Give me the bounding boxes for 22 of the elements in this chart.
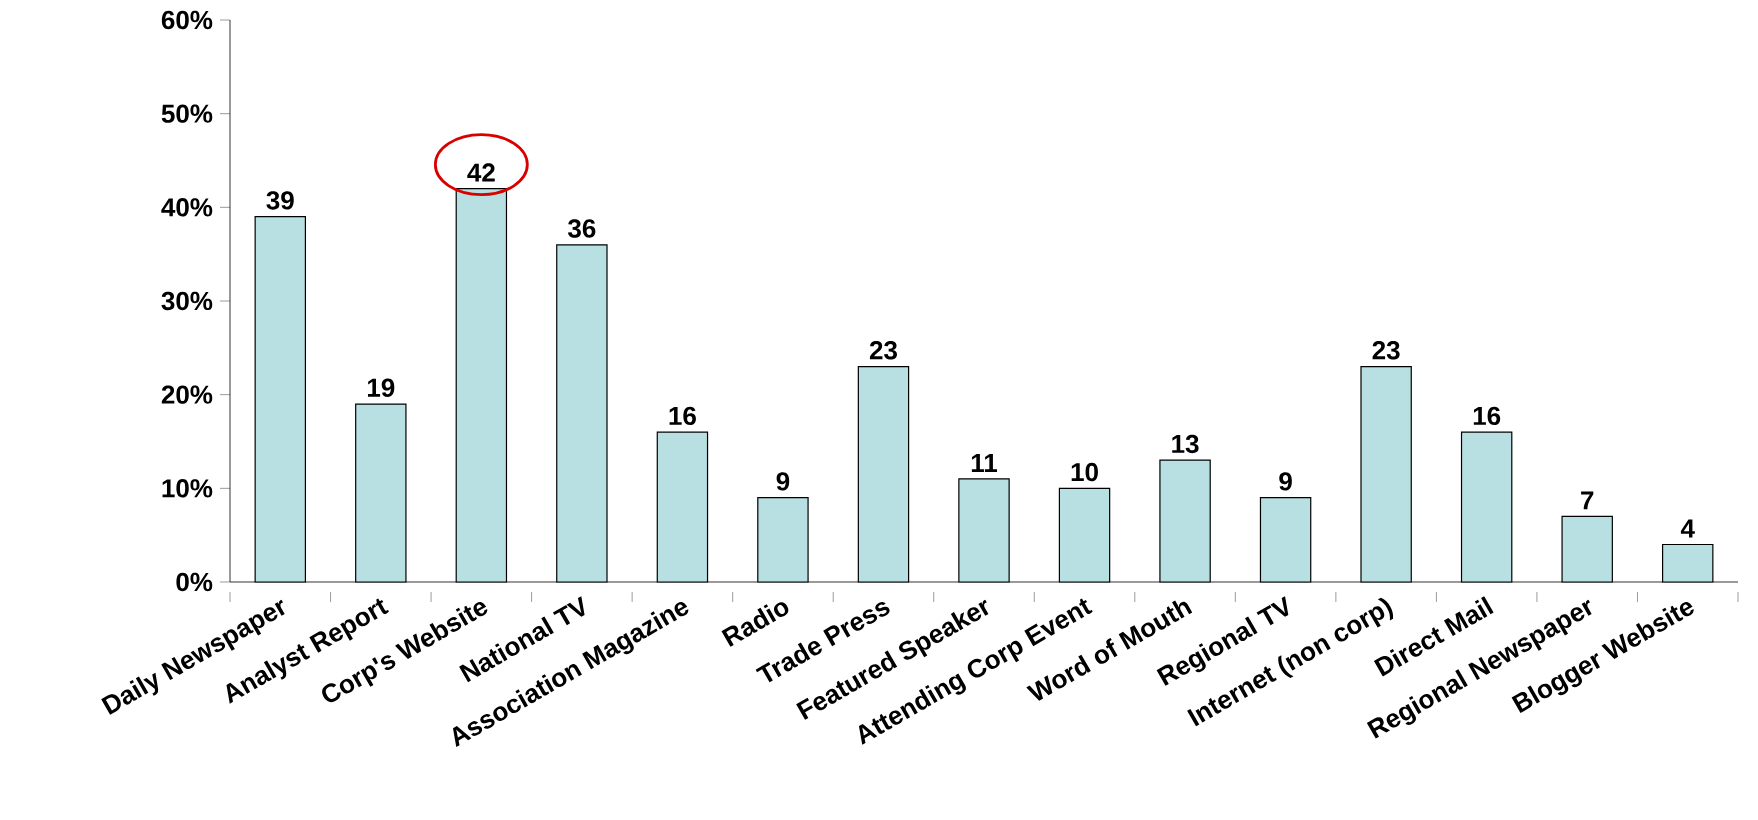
data-label: 19	[367, 378, 395, 397]
data-label: 39	[266, 191, 294, 210]
data-label: 16	[669, 406, 696, 426]
data-label: 7	[1581, 491, 1594, 510]
y-tick-label: 50%	[161, 104, 213, 123]
data-label: 13	[1172, 434, 1199, 454]
data-label: 9	[1279, 472, 1292, 491]
data-label: 10	[1071, 462, 1098, 482]
y-tick-label: 60%	[161, 10, 213, 30]
y-tick-label: 30%	[161, 291, 213, 311]
data-label: 11	[971, 454, 998, 472]
data-label: 9	[776, 472, 790, 491]
y-tick-label: 0%	[176, 572, 213, 592]
data-label: 36	[568, 219, 596, 238]
y-tick-label: 10%	[162, 479, 213, 498]
data-label: 42	[467, 163, 495, 182]
y-tick-label: 40%	[161, 198, 213, 217]
y-tick-label: 20%	[161, 385, 213, 404]
data-label: 4	[1680, 519, 1695, 538]
data-label: 16	[1473, 406, 1501, 426]
data-label: 23	[869, 341, 897, 360]
data-label: 23	[1372, 341, 1400, 360]
